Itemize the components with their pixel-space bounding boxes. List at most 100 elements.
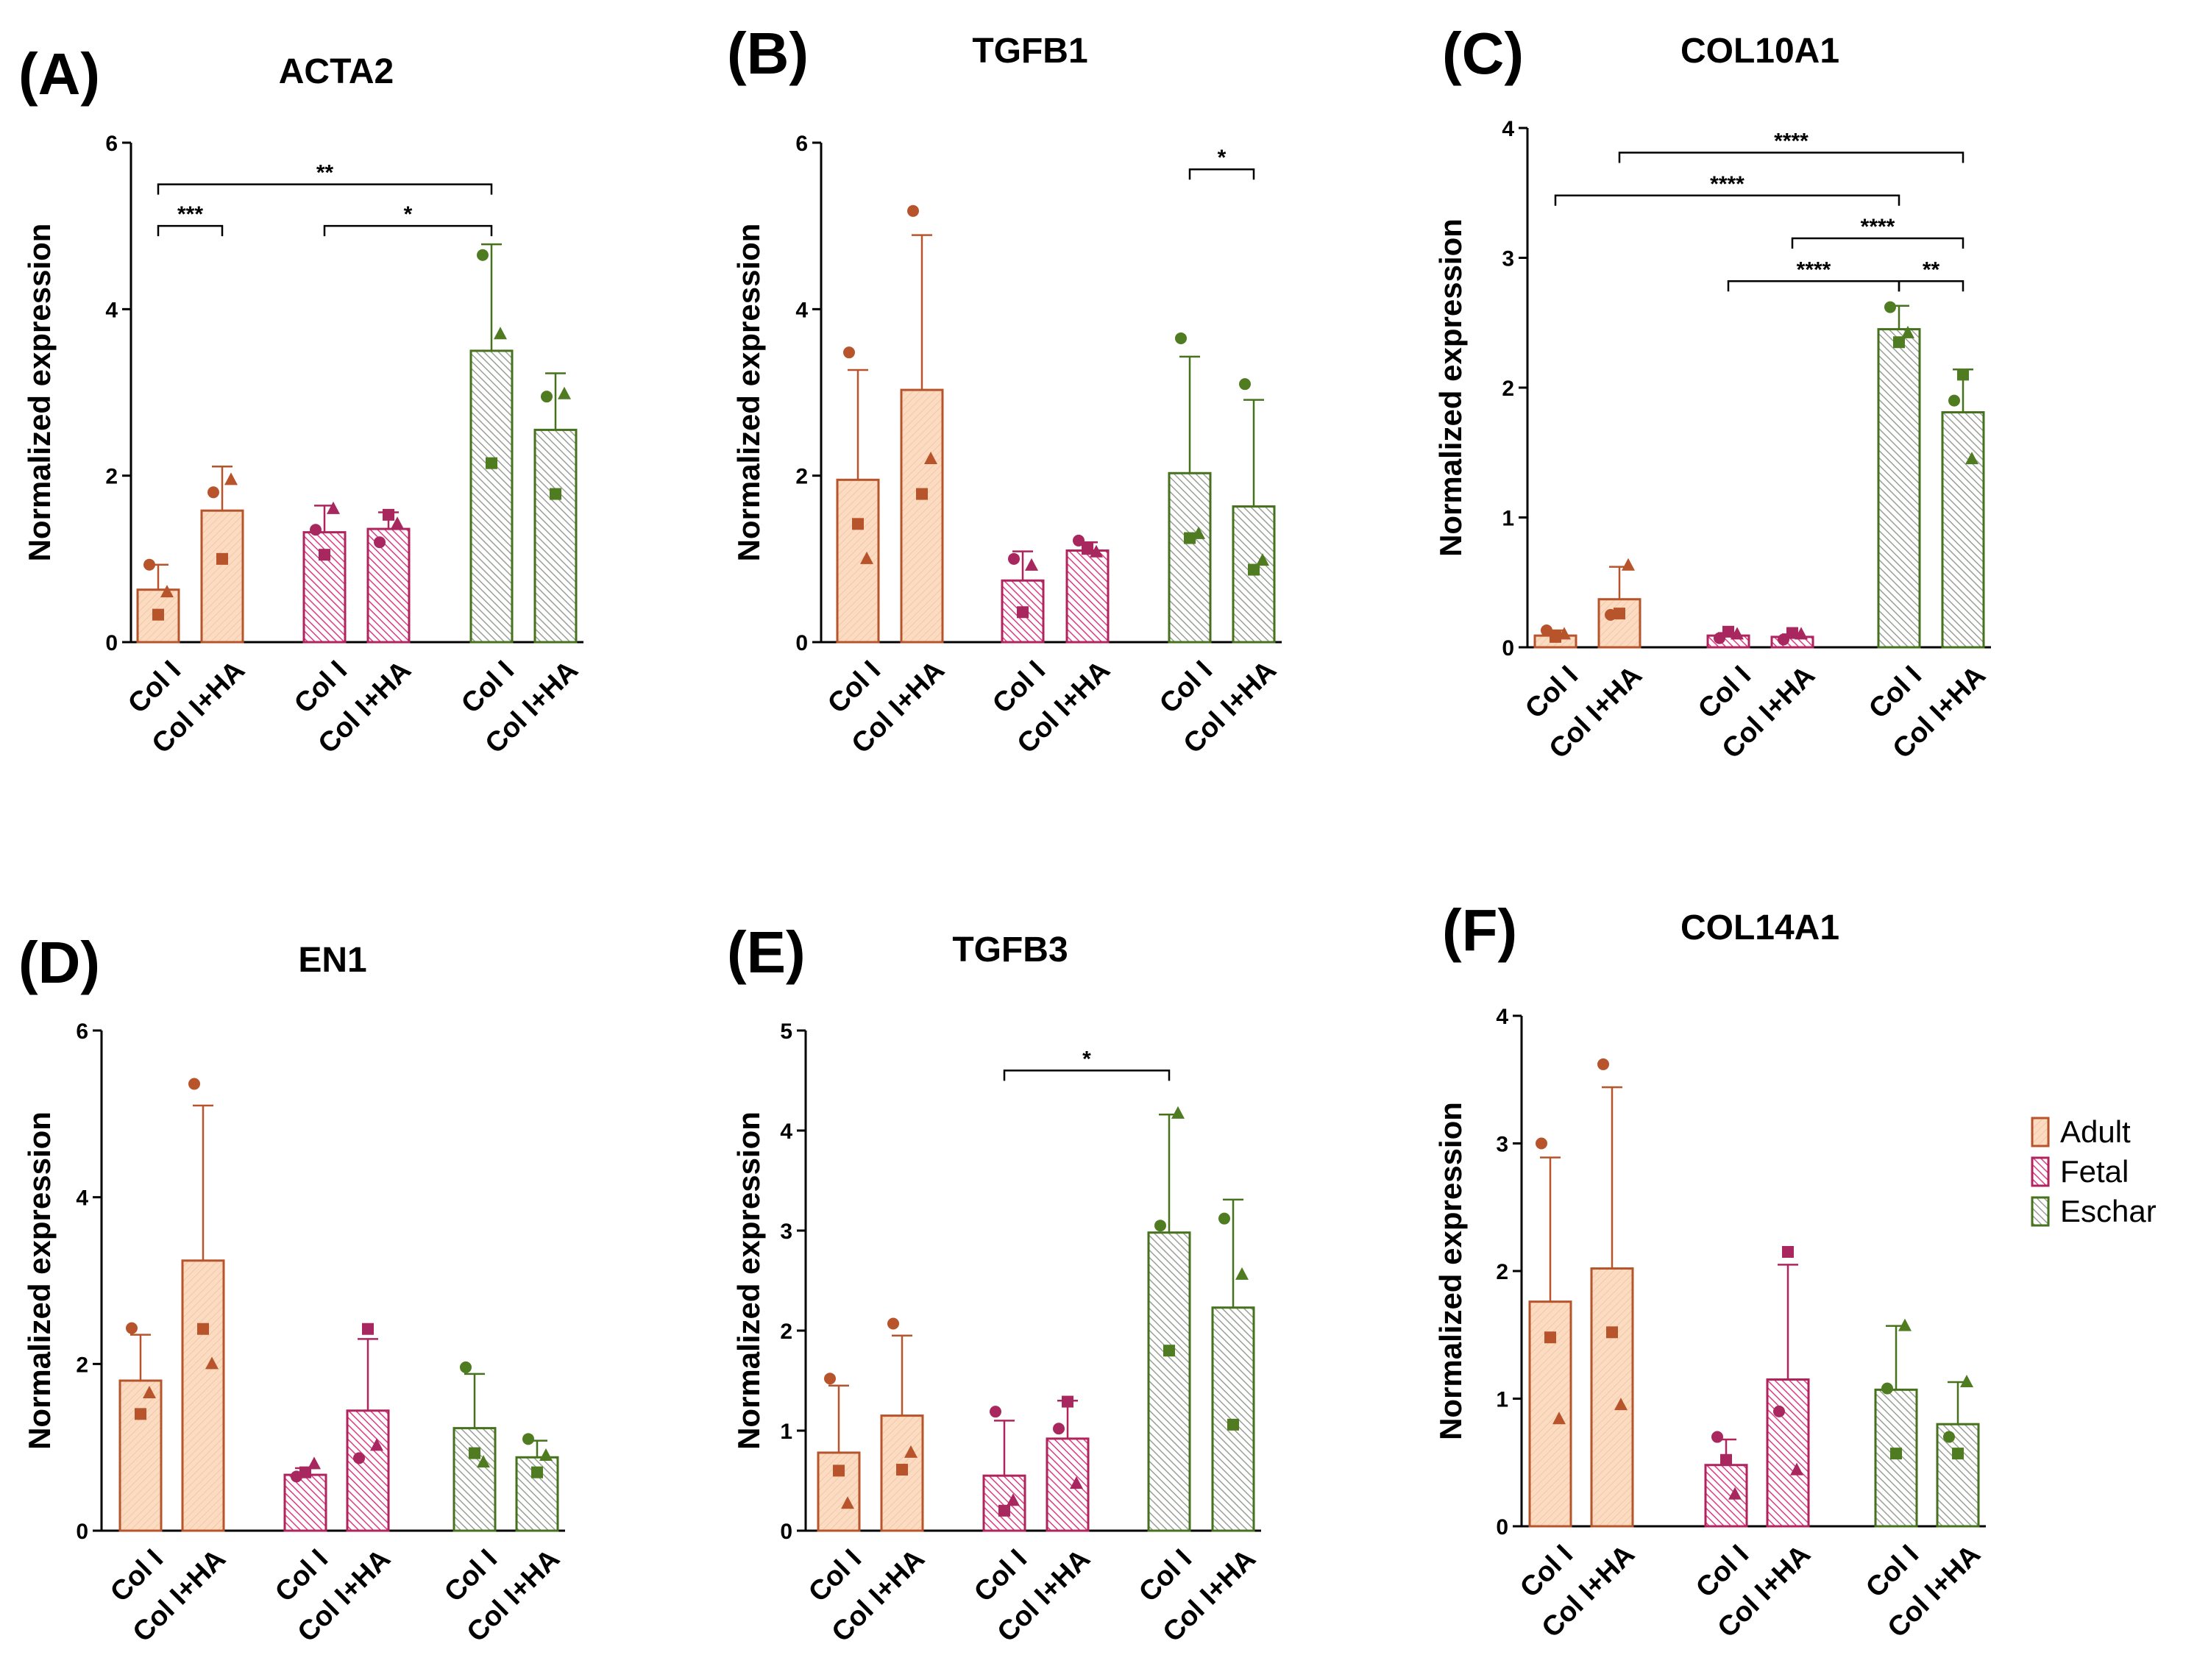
- bar-fetal-col-i: [1704, 1464, 1748, 1528]
- data-point-circle: [1948, 394, 1960, 407]
- bar-adult-col-i-ha: [181, 1259, 225, 1532]
- chart-title: TGFB1: [972, 32, 1087, 71]
- data-point-circle: [1884, 301, 1896, 313]
- y-axis-label: Normalized expression: [1433, 1102, 1468, 1440]
- data-point-square: [531, 1466, 543, 1478]
- panel-label: (A): [18, 41, 100, 107]
- data-point-circle: [824, 1373, 836, 1385]
- significance-bracket: [1791, 237, 1964, 249]
- significance-bracket: [1554, 194, 1900, 206]
- bar-adult-col-i-ha: [1597, 598, 1641, 649]
- data-point-triangle: [860, 551, 873, 564]
- y-tick-label: 0: [105, 631, 118, 655]
- data-point-triangle: [1558, 627, 1571, 640]
- data-point-triangle: [924, 452, 937, 465]
- legend-swatch-adult: [2031, 1117, 2050, 1147]
- data-point-triangle: [224, 472, 238, 485]
- y-axis-label: Normalized expression: [731, 224, 766, 562]
- chart-title: COL14A1: [1680, 908, 1839, 947]
- data-point-triangle: [1552, 1412, 1566, 1425]
- bar-eschar-col-i: [1168, 471, 1212, 644]
- y-tick-label: 0: [795, 631, 808, 655]
- y-axis-label: Normalized expression: [22, 1111, 57, 1450]
- bar-eschar-col-i: [452, 1427, 497, 1532]
- data-point-square: [896, 1464, 908, 1476]
- significance-label: ****: [1710, 172, 1745, 196]
- data-point-circle: [1881, 1382, 1893, 1395]
- data-point-square: [216, 552, 228, 565]
- y-tick-label: 2: [795, 465, 808, 489]
- data-point-square: [1227, 1418, 1239, 1431]
- data-point-triangle: [477, 1455, 490, 1468]
- bar-fetal-col-i-ha: [1766, 1378, 1810, 1528]
- bar-fetal-col-i: [982, 1474, 1026, 1532]
- data-point-square: [469, 1447, 480, 1459]
- data-point-circle: [143, 558, 155, 571]
- y-tick-label: 3: [1502, 247, 1514, 271]
- bar-fetal-col-i-ha: [346, 1409, 390, 1532]
- panel-label: (E): [727, 919, 806, 985]
- legend-label-fetal: Fetal: [2060, 1154, 2129, 1189]
- significance-bracket: [1188, 168, 1255, 180]
- data-point-triangle: [1622, 558, 1635, 571]
- data-point-triangle: [1090, 544, 1103, 558]
- significance-label: **: [316, 161, 334, 185]
- data-point-circle: [541, 391, 553, 403]
- significance-bracket: [1898, 280, 1964, 292]
- data-point-triangle: [327, 501, 340, 514]
- data-point-triangle: [1728, 1487, 1742, 1500]
- y-tick-label: 6: [105, 132, 118, 156]
- significance-label: *: [404, 202, 413, 227]
- y-tick-label: 2: [1496, 1260, 1508, 1284]
- legend-swatch-eschar: [2031, 1196, 2050, 1227]
- significance-bracket: [323, 224, 493, 237]
- legend-swatch-fetal: [2031, 1156, 2050, 1187]
- data-point-square: [197, 1323, 209, 1335]
- data-point-triangle: [143, 1386, 156, 1398]
- legend: Adult Fetal Eschar: [2031, 1114, 2157, 1228]
- bar-fetal-col-i-ha: [1046, 1437, 1090, 1532]
- data-point-triangle: [205, 1356, 219, 1370]
- data-point-circle: [1597, 1058, 1609, 1070]
- data-point-triangle: [1171, 1106, 1185, 1119]
- data-point-circle: [1053, 1423, 1065, 1435]
- data-point-square: [1893, 336, 1905, 349]
- y-tick-label: 4: [1496, 1005, 1508, 1029]
- y-tick-label: 4: [76, 1186, 88, 1211]
- data-point-square: [362, 1323, 374, 1335]
- y-tick-label: 0: [76, 1520, 88, 1544]
- data-point-circle: [353, 1452, 365, 1464]
- data-point-circle: [1536, 1137, 1547, 1150]
- y-tick-label: 6: [76, 1019, 88, 1044]
- bar-adult-col-i-ha: [1590, 1267, 1634, 1528]
- data-point-square: [1017, 606, 1029, 619]
- bar-eschar-col-i-ha: [533, 428, 578, 644]
- significance-bracket: [1727, 280, 1900, 292]
- data-point-triangle: [539, 1448, 553, 1461]
- bar-eschar-col-i: [469, 349, 514, 644]
- data-point-circle: [207, 486, 219, 499]
- y-tick-label: 4: [795, 298, 808, 322]
- y-tick-label: 2: [1502, 377, 1514, 401]
- chart-title: EN1: [298, 941, 366, 980]
- bar-adult-col-i-ha: [900, 388, 944, 644]
- data-point-square: [1720, 1453, 1732, 1466]
- data-point-square: [1062, 1395, 1073, 1408]
- y-tick-label: 4: [105, 298, 118, 322]
- data-point-circle: [477, 249, 489, 261]
- bar-adult-col-i: [836, 478, 880, 644]
- y-tick-label: 4: [780, 1120, 792, 1144]
- data-point-square: [135, 1408, 146, 1420]
- data-point-square: [1952, 1448, 1964, 1460]
- y-tick-label: 6: [795, 132, 808, 156]
- data-point-triangle: [1731, 627, 1744, 640]
- data-point-triangle: [1614, 1398, 1628, 1411]
- data-point-square: [1786, 627, 1798, 639]
- y-tick-label: 3: [780, 1220, 792, 1244]
- data-point-circle: [990, 1406, 1001, 1418]
- data-point-circle: [374, 536, 386, 549]
